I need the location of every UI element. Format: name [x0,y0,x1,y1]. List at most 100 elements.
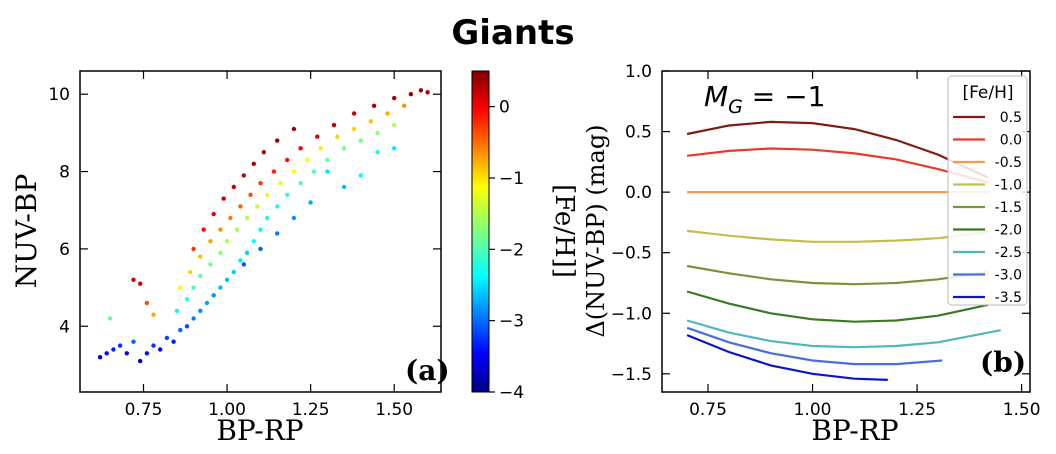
scatter-point [298,181,303,186]
scatter-point [358,173,363,178]
scatter-point [131,277,136,282]
scatter-point [325,169,330,174]
annotation-mg: MG = −1 [704,80,825,118]
series-line [686,334,888,381]
scatter-point [358,138,363,143]
scatter-point [244,250,250,255]
legend-label: -0.5 [995,155,1022,171]
scatter-point [184,324,190,329]
scatter-point [144,351,150,356]
scatter-point [308,200,313,205]
plot-frame-b [661,70,1031,393]
scatter-point [191,285,196,290]
scatter-point [341,184,347,190]
scatter-point [248,192,253,197]
legend-label: -1.5 [995,200,1022,216]
colorbar-tick-label: −1 [499,169,524,189]
scatter-point [198,254,203,259]
scatter-points [97,88,430,364]
colorbar [471,70,490,393]
y-tick-label: 1.0 [625,62,652,82]
legend-label: 0.5 [1000,110,1022,126]
legend-title: [Fe/H] [962,83,1013,103]
scatter-point [408,92,414,97]
y-tick-label: 10 [48,85,70,105]
scatter-point [255,204,260,209]
scatter-point [198,308,203,313]
y-tick-label: 0.5 [625,123,652,143]
y-tick-label: −1.0 [611,304,652,324]
scatter-point [238,204,243,209]
scatter-point [191,246,196,252]
legend: [Fe/H] 0.5 0.0 -0.5 -1.0 -1.5 -2.0 -2.5 -3.0 -3.… [947,75,1028,306]
series-line [686,319,1001,349]
scatter-point [318,146,323,151]
scatter-point [178,327,183,333]
y-tick-label: 8 [59,163,70,183]
legend-box [947,75,1028,306]
x-ticks-b: 0.75 1.00 1.25 1.50 [689,71,1041,420]
scatter-point [368,119,373,124]
scatter-point [104,351,109,356]
scatter-point [375,130,380,136]
scatter-point [218,250,223,255]
legend-items: 0.5 0.0 -0.5 -1.0 -1.5 -2.0 -2.5 -3.0 -3.5 [953,110,1022,306]
colorbar-tick-label: 0 [499,98,510,118]
figure-title: Giants [451,13,574,53]
legend-label: 0.0 [1000,133,1022,149]
x-axis-label-b: BP-RP [811,414,898,447]
scatter-point [335,134,340,139]
panel-b: 0.75 1.00 1.25 1.50 1.0 0.5 0.0 −0.5 −1.0 −1.5 M… [582,62,1041,447]
scatter-point [291,126,297,132]
scatter-point [131,339,136,344]
scatter-point [231,184,236,190]
scatter-point [231,269,236,275]
series-line [686,326,943,366]
scatter-point [151,343,156,348]
x-ticks-a: 0.75 1.00 1.25 1.50 [125,71,413,420]
legend-label: -3.5 [995,290,1022,306]
scatter-point [164,335,170,341]
colorbar-tick-label: −3 [499,312,524,332]
scatter-point [204,300,210,306]
x-tick-label: 1.00 [208,400,246,420]
scatter-point [138,358,143,364]
colorbar-tick-label: −2 [499,240,524,260]
scatter-point [285,192,290,197]
y-ticks-b: 1.0 0.5 0.0 −0.5 −1.0 −1.5 [611,62,1030,385]
series-line [686,264,989,286]
scatter-point [331,122,337,128]
scatter-point [221,196,226,201]
scatter-point [275,231,280,236]
scatter-point [208,239,213,244]
scatter-point [234,227,240,232]
panel-label-a: (a) [405,354,450,387]
series-line [686,290,989,323]
y-tick-label: 6 [59,240,70,260]
scatter-point [291,169,297,174]
scatter-point [392,122,397,128]
colorbar-ticks: 0 −1 −2 −3 −4 [489,98,524,403]
scatter-point [97,355,103,360]
scatter-point [208,262,213,267]
scatter-point [315,134,320,139]
scatter-point [228,215,233,221]
x-tick-label: 0.75 [125,400,163,420]
scatter-point [117,343,123,348]
scatter-point [174,308,180,313]
scatter-point [402,103,407,109]
y-tick-label: −1.5 [611,365,652,385]
scatter-point [158,347,163,352]
x-tick-label: 1.50 [375,400,413,420]
scatter-point [138,281,143,286]
scatter-point [218,227,223,232]
scatter-point [371,103,377,109]
legend-label: -1.0 [995,178,1022,194]
scatter-point [251,239,256,244]
scatter-point [184,297,190,302]
series-line [686,120,989,179]
x-tick-label: 1.25 [292,400,330,420]
scatter-point [265,215,270,221]
